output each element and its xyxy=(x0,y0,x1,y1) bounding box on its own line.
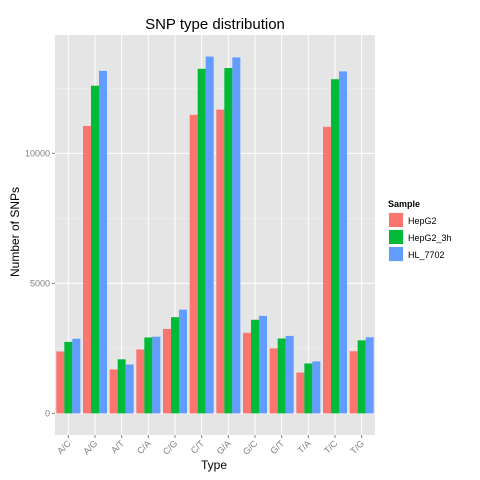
x-tick-label: A/T xyxy=(109,438,126,455)
bar-hepg2-g-t xyxy=(269,348,278,414)
bar-hepg2-g-c xyxy=(243,332,251,414)
legend-swatch xyxy=(389,213,403,227)
legend: Sample HepG2 HepG2_3h HL_7702 xyxy=(387,199,452,263)
bar-hepg2-3h-t-c xyxy=(331,79,339,414)
bar-hl-7702-a-t xyxy=(125,364,134,414)
bar-hepg2-t-a xyxy=(296,372,305,414)
chart-title: SNP type distribution xyxy=(145,16,285,33)
legend-title: Sample xyxy=(388,199,420,209)
x-tick-label: G/C xyxy=(241,438,260,457)
legend-swatch xyxy=(389,230,403,244)
bar-hepg2-3h-g-c xyxy=(251,319,259,414)
bar-hl-7702-g-t xyxy=(285,335,294,414)
bar-hepg2-t-c xyxy=(323,126,331,414)
bar-hepg2-a-t xyxy=(109,369,118,414)
bar-hepg2-a-g xyxy=(83,126,91,414)
bar-hepg2-3h-g-a xyxy=(224,68,233,414)
bar-hepg2-t-g xyxy=(349,351,358,414)
bar-hl-7702-g-a xyxy=(232,57,241,414)
x-tick-label: C/T xyxy=(189,438,207,456)
bar-hl-7702-t-a xyxy=(312,361,321,414)
x-tick-label: C/G xyxy=(161,438,179,456)
y-axis-title: Number of SNPs xyxy=(8,187,22,277)
bar-hl-7702-c-a xyxy=(152,336,161,414)
legend-label: HepG2_3h xyxy=(408,233,452,243)
x-tick-label: T/G xyxy=(348,438,366,456)
x-axis: A/C A/G A/T C/A C/G C/T G/A G/C G/T T/A T/C T/G xyxy=(55,435,366,457)
plot-panel xyxy=(55,35,375,435)
bar-hepg2-3h-c-g xyxy=(171,317,179,414)
y-tick-label: 0 xyxy=(45,408,50,418)
bar-hepg2-c-a xyxy=(136,349,145,414)
bar-hepg2-3h-a-t xyxy=(117,359,126,414)
x-axis-title: Type xyxy=(201,458,227,472)
bars xyxy=(56,56,374,414)
x-tick-label: A/G xyxy=(81,438,99,456)
y-tick-label: 10000 xyxy=(25,148,50,158)
y-tick-label: 5000 xyxy=(30,278,50,288)
bar-hepg2-3h-c-a xyxy=(144,337,153,414)
bar-hepg2-3h-a-g xyxy=(91,85,99,414)
bar-hepg2-c-g xyxy=(163,328,171,414)
bar-hl-7702-c-t xyxy=(205,56,214,414)
x-tick-label: G/A xyxy=(215,438,233,456)
bar-hl-7702-t-g xyxy=(365,337,374,414)
legend-label: HL_7702 xyxy=(408,250,445,260)
bar-hepg2-g-a xyxy=(216,109,225,414)
bar-hepg2-3h-t-a xyxy=(304,363,313,414)
bar-hl-7702-c-g xyxy=(179,309,187,414)
x-tick-label: A/C xyxy=(55,438,73,456)
bar-hl-7702-a-g xyxy=(99,70,107,414)
legend-label: HepG2 xyxy=(408,216,437,226)
y-axis: 0 5000 10000 xyxy=(25,148,55,418)
bar-hl-7702-a-c xyxy=(72,338,81,414)
bar-hl-7702-t-c xyxy=(339,71,347,414)
bar-hl-7702-g-c xyxy=(259,315,267,414)
x-tick-label: G/T xyxy=(268,438,286,456)
bar-hepg2-c-t xyxy=(189,114,198,414)
x-tick-label: T/C xyxy=(322,438,340,456)
bar-hepg2-a-c xyxy=(56,351,65,414)
bar-hepg2-3h-a-c xyxy=(64,341,73,414)
bar-hepg2-3h-t-g xyxy=(357,340,366,414)
x-tick-label: C/A xyxy=(135,438,153,456)
x-tick-label: T/A xyxy=(296,438,313,455)
bar-hepg2-3h-c-t xyxy=(197,68,206,414)
legend-swatch xyxy=(389,247,403,261)
bar-hepg2-3h-g-t xyxy=(277,338,286,414)
